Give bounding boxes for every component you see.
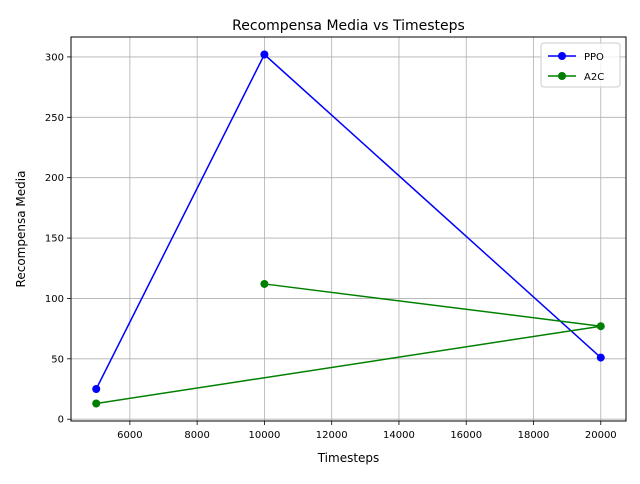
x-tick-label: 18000 [518, 430, 550, 441]
legend-box [540, 42, 621, 88]
series-layer [92, 50, 605, 408]
x-axis-ticks: 6000 8000 10000 12000 14000 16000 18000 20000 [117, 421, 617, 441]
x-tick-label: 8000 [184, 430, 209, 441]
data-point-ppo [92, 385, 101, 393]
y-axis-label: Recompensa Media [14, 171, 28, 288]
legend-marker-ppo [558, 52, 566, 60]
legend-label-ppo: PPO [584, 52, 604, 63]
legend-marker-a2c [558, 72, 566, 80]
data-point-a2c [92, 399, 101, 408]
x-tick-label: 10000 [249, 430, 281, 441]
x-tick-label: 20000 [585, 430, 617, 441]
x-axis-label: Timesteps [317, 451, 380, 465]
y-tick-label: 250 [45, 113, 64, 124]
y-axis-ticks: 0 50 100 150 200 250 300 [45, 52, 71, 426]
y-tick-label: 0 [58, 415, 64, 426]
x-tick-label: 6000 [117, 430, 142, 441]
y-tick-label: 200 [45, 173, 64, 184]
y-tick-label: 150 [45, 234, 64, 245]
x-tick-label: 12000 [316, 430, 348, 441]
y-tick-label: 100 [45, 294, 64, 305]
plot-frame [70, 36, 627, 422]
y-tick-label: 50 [51, 354, 64, 365]
data-point-ppo [596, 353, 605, 362]
data-point-a2c [596, 322, 605, 331]
legend: PPO A2C [540, 42, 621, 88]
legend-label-a2c: A2C [584, 72, 604, 83]
x-tick-label: 16000 [450, 430, 482, 441]
data-point-a2c [260, 279, 269, 288]
data-point-ppo [260, 50, 269, 59]
x-tick-label: 14000 [383, 430, 415, 441]
chart-title: Recompensa Media vs Timesteps [232, 18, 465, 34]
y-tick-label: 300 [45, 52, 64, 63]
grid [71, 37, 626, 421]
